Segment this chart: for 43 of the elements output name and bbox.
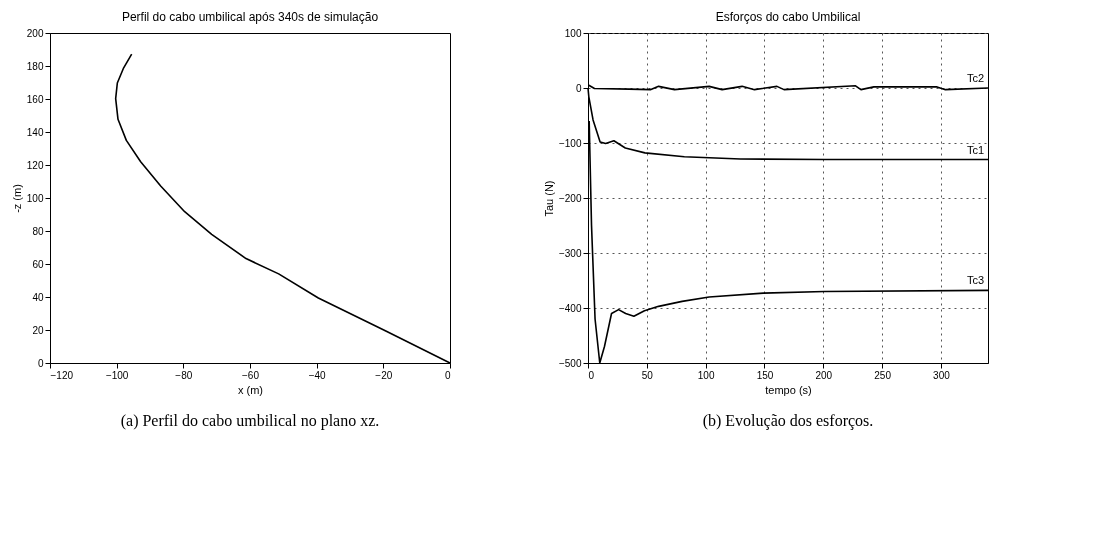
y-tick-label: 40 xyxy=(32,291,44,303)
x-tick-label: 150 xyxy=(756,369,774,381)
y-tick-label: −200 xyxy=(558,192,582,204)
x-tick-label: 50 xyxy=(641,369,654,381)
y-tick-label: 160 xyxy=(26,93,44,105)
y-tick-label: 180 xyxy=(26,60,44,72)
y-tick-label: −400 xyxy=(558,302,582,314)
x-tick-label: 100 xyxy=(697,369,715,381)
x-tick-label: 200 xyxy=(815,369,833,381)
y-tick-label: 60 xyxy=(32,258,44,270)
x-tick-label: 0 xyxy=(444,369,451,381)
chart-title: Perfil do cabo umbilical após 340s de simulação xyxy=(121,10,379,24)
y-tick-label: 100 xyxy=(26,192,44,204)
y-axis-title: -z (m) xyxy=(10,184,23,213)
y-tick-label: 80 xyxy=(32,225,44,237)
x-axis-title: x (m) xyxy=(237,383,264,396)
x-tick-label: −60 xyxy=(242,369,260,381)
y-tick-label: 100 xyxy=(564,27,582,39)
text: (a) Perfil do cabo umbilical no plano xz. xyxy=(120,412,380,430)
chart-title: Esforços do cabo Umbilical xyxy=(715,10,861,24)
y-tick-label: −100 xyxy=(558,137,582,149)
x-tick-label: −80 xyxy=(175,369,193,381)
x-axis-title: tempo (s) xyxy=(765,383,812,396)
y-tick-label: −500 xyxy=(558,357,582,369)
y-tick-label: −300 xyxy=(558,247,582,259)
series-label: Tc3 xyxy=(966,274,984,287)
x-tick-label: 300 xyxy=(933,369,951,381)
y-tick-label: 0 xyxy=(37,357,44,369)
y-tick-label: 20 xyxy=(32,324,44,336)
x-tick-label: 250 xyxy=(874,369,892,381)
y-axis-title: Tau (N) xyxy=(542,180,555,217)
x-tick-label: −40 xyxy=(308,369,327,381)
y-tick-label: 140 xyxy=(26,126,44,138)
y-tick-label: 0 xyxy=(575,82,582,94)
x-tick-label: −120 xyxy=(50,369,74,381)
series-label: Tc1 xyxy=(966,143,984,156)
x-tick-label: −20 xyxy=(375,369,393,381)
series-label: Tc2 xyxy=(966,72,984,84)
x-tick-label: 0 xyxy=(588,369,595,381)
y-tick-label: 120 xyxy=(26,159,44,171)
x-tick-label: −100 xyxy=(105,369,129,381)
y-tick-label: 200 xyxy=(26,27,44,39)
text: (b) Evolução dos esforços. xyxy=(702,412,874,430)
